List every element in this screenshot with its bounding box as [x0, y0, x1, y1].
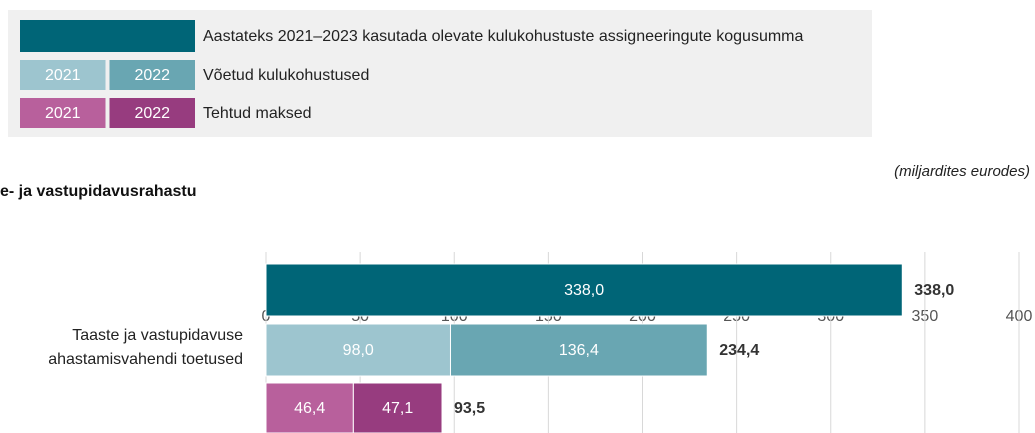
- legend-swatch-label: 2021: [45, 105, 81, 122]
- value-label: 47,1: [382, 400, 413, 417]
- legend-label: Võetud kulukohustused: [203, 67, 369, 84]
- legend-swatch-label: 2022: [134, 67, 170, 84]
- total-label: 93,5: [454, 400, 485, 417]
- legend-swatch: [109, 98, 195, 128]
- legend-swatch: [20, 98, 106, 128]
- value-label: 136,4: [559, 342, 599, 359]
- legend-swatch: [20, 60, 106, 90]
- section-title: e- ja vastupidavusrahastu: [0, 183, 197, 200]
- total-label: 234,4: [719, 342, 759, 359]
- legend-swatch-label: 2021: [45, 67, 81, 84]
- legend-label: Aastateks 2021–2023 kasutada olevate kul…: [203, 28, 804, 45]
- legend-swatch-label: 2022: [134, 105, 170, 122]
- legend-swatch: [20, 20, 195, 52]
- bar-segment: [265, 323, 451, 377]
- bar-segment: [265, 263, 903, 317]
- legend-swatch: [109, 60, 195, 90]
- bar-segment: [265, 382, 354, 433]
- bar-segment: [449, 323, 708, 377]
- value-label: 338,0: [564, 282, 604, 299]
- total-label: 338,0: [914, 282, 954, 299]
- category-label: Taaste ja vastupidavuse: [72, 327, 243, 344]
- value-label: 98,0: [343, 342, 374, 359]
- category-label: ahastamisvahendi toetused: [48, 351, 243, 368]
- legend-label: Tehtud maksed: [203, 105, 312, 122]
- value-label: 46,4: [294, 400, 325, 417]
- bar-segment: [352, 382, 443, 433]
- unit-note: (miljardites eurodes): [894, 163, 1030, 180]
